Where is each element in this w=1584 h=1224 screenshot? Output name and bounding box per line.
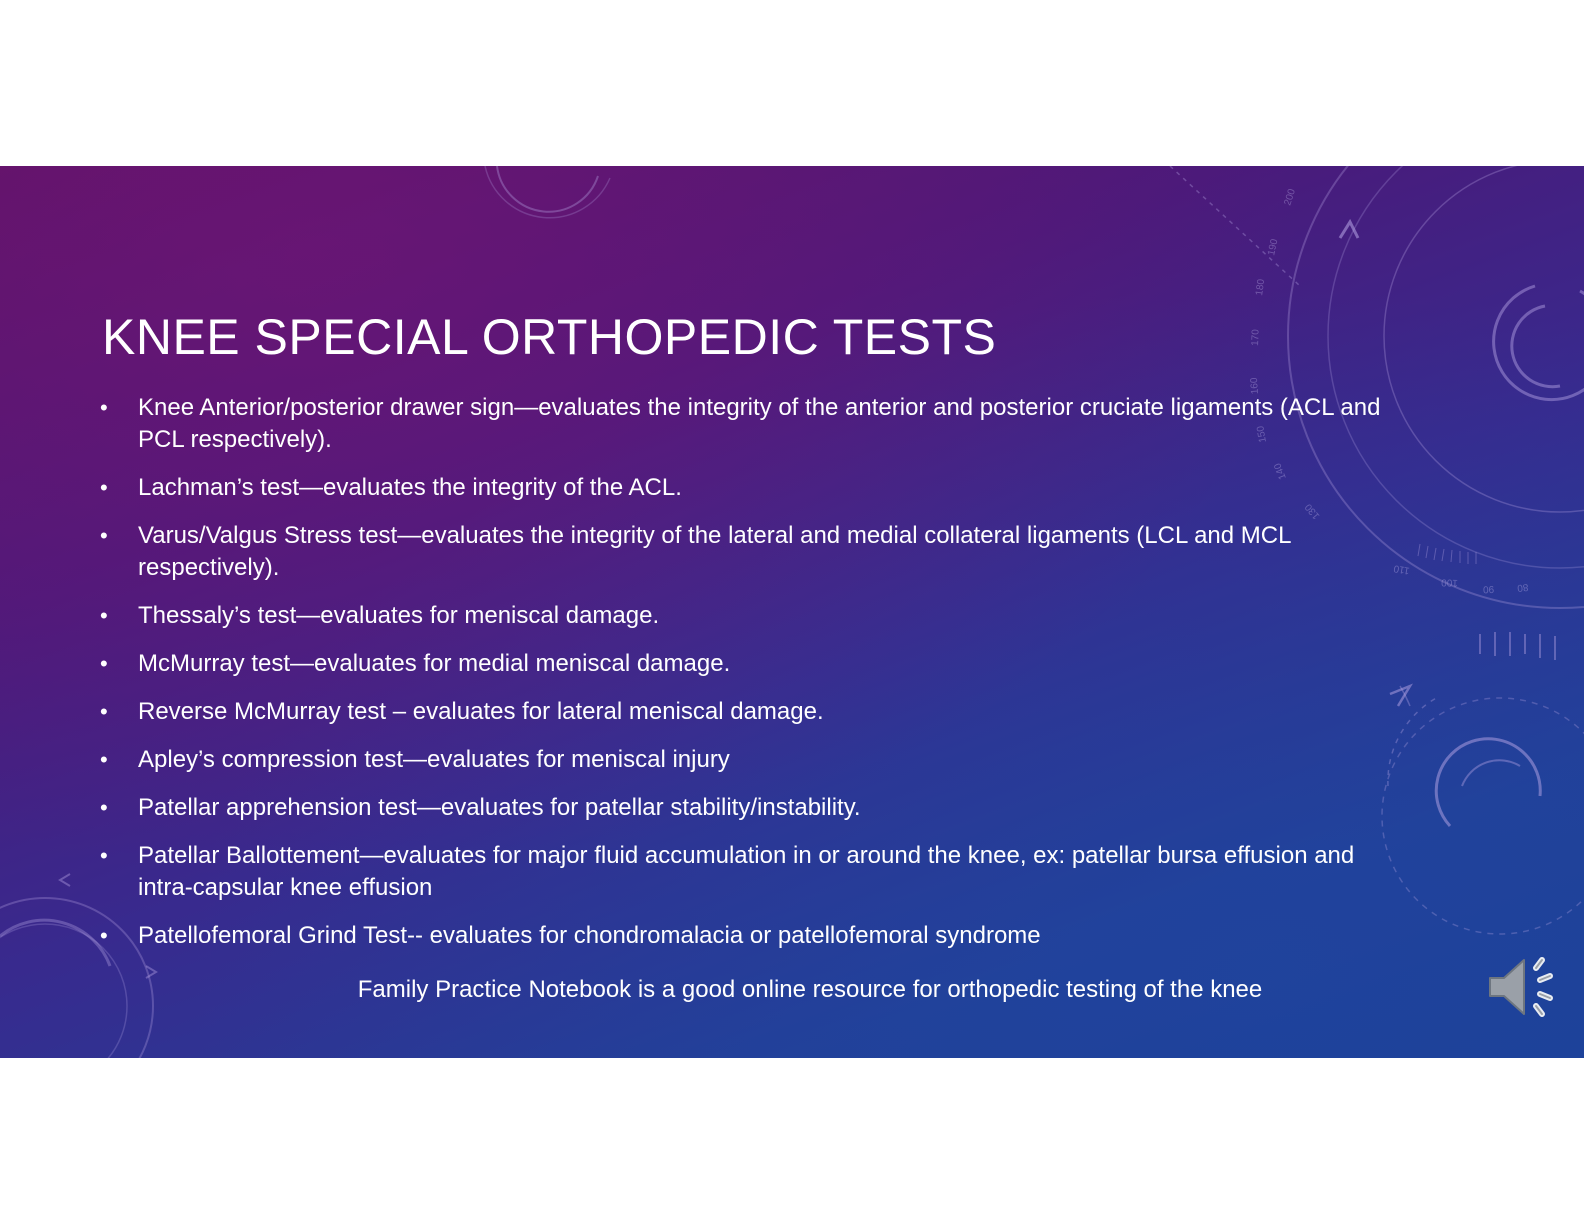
bullet-text: Varus/Valgus Stress test—evaluates the i…	[138, 522, 1291, 581]
dial-number: 90	[1482, 583, 1494, 594]
slide-title: KNEE SPECIAL ORTHOPEDIC TESTS	[102, 309, 997, 365]
dial-number: 190	[1266, 238, 1280, 257]
dial-number: 110	[1392, 562, 1410, 576]
bullet-item: • Lachman’s test—evaluates the integrity …	[100, 472, 1400, 504]
speaker-icon[interactable]	[1484, 948, 1564, 1028]
bullet-list: • Knee Anterior/posterior drawer sign—eva…	[100, 392, 1400, 968]
dial-number: 180	[1254, 278, 1267, 296]
bullet-item: • Apley’s compression test—evaluates for …	[100, 744, 1400, 776]
bullet-text: Knee Anterior/posterior drawer sign—eval…	[138, 394, 1381, 453]
dial-number: 150	[1255, 425, 1269, 444]
bullet-item: • Patellofemoral Grind Test-- evaluates f…	[100, 920, 1400, 952]
bullet-item: • McMurray test—evaluates for medial meni…	[100, 648, 1400, 680]
bullet-icon: •	[100, 603, 108, 628]
bullet-icon: •	[100, 523, 108, 548]
bullet-text: Patellar apprehension test—evaluates for…	[138, 794, 861, 821]
bullet-text: McMurray test—evaluates for medial menis…	[138, 650, 731, 677]
dial-number: 80	[1516, 581, 1529, 593]
dial-number: 100	[1441, 576, 1458, 588]
bullet-icon: •	[100, 475, 108, 500]
bullet-item: • Thessaly’s test—evaluates for meniscal …	[100, 600, 1400, 632]
bullet-text: Lachman’s test—evaluates the integrity o…	[138, 474, 682, 501]
bullet-icon: •	[100, 795, 108, 820]
bullet-icon: •	[100, 651, 108, 676]
bullet-icon: •	[100, 395, 108, 420]
bullet-item: • Varus/Valgus Stress test—evaluates the …	[100, 520, 1400, 584]
background-decoration: 200 190 180 170 160 150 140 130 110 100 …	[0, 166, 1584, 1058]
bullet-item: • Reverse McMurray test – evaluates for l…	[100, 696, 1400, 728]
dial-number: 200	[1282, 187, 1298, 207]
bullet-icon: •	[100, 699, 108, 724]
dial-number: 170	[1250, 329, 1262, 346]
bullet-icon: •	[100, 923, 108, 948]
bullet-text: Reverse McMurray test – evaluates for la…	[138, 698, 824, 725]
footer-note: Family Practice Notebook is a good onlin…	[357, 976, 1263, 1003]
bullet-icon: •	[100, 747, 108, 772]
bullet-item: • Patellar Ballottement—evaluates for maj…	[100, 840, 1400, 904]
slide: 200 190 180 170 160 150 140 130 110 100 …	[0, 166, 1584, 1058]
bullet-item: • Knee Anterior/posterior drawer sign—eva…	[100, 392, 1400, 456]
bullet-text: Patellofemoral Grind Test-- evaluates fo…	[138, 922, 1041, 949]
bullet-text: Thessaly’s test—evaluates for meniscal d…	[138, 602, 660, 629]
bullet-item: • Patellar apprehension test—evaluates fo…	[100, 792, 1400, 824]
bullet-text: Patellar Ballottement—evaluates for majo…	[138, 842, 1355, 901]
bullet-text: Apley’s compression test—evaluates for m…	[138, 746, 730, 773]
bullet-icon: •	[100, 843, 108, 868]
dial-number: 160	[1249, 377, 1261, 395]
